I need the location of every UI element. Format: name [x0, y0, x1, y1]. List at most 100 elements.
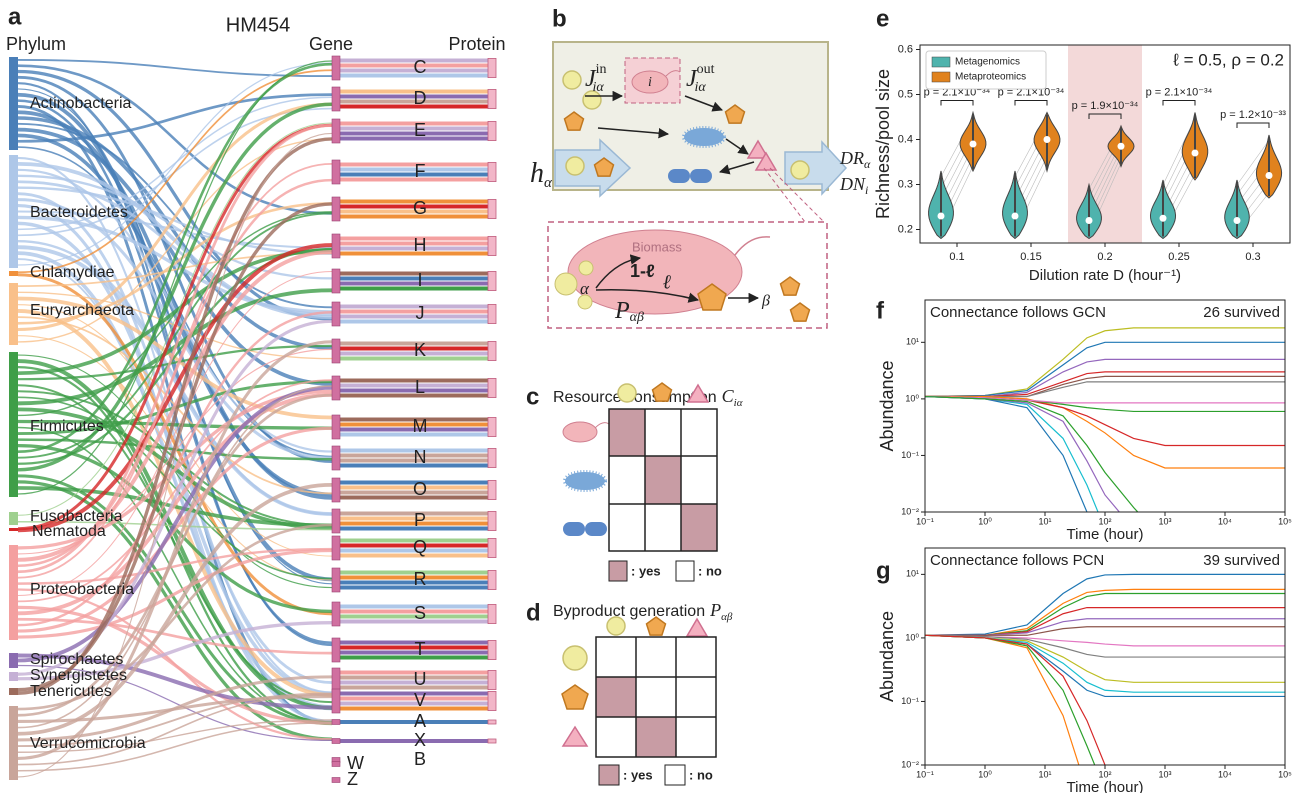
x-axis-label: Time (hour) [1067, 779, 1144, 793]
microbe-icon [684, 128, 724, 146]
protein-bar [488, 670, 496, 689]
x-tick-label: 0.1 [949, 251, 964, 263]
matrix-cell-yes [636, 717, 676, 757]
protein-bar [488, 271, 496, 290]
series-line [925, 342, 1285, 396]
series-line [925, 328, 1285, 397]
biomass-fraction: 1-ℓ [630, 261, 655, 281]
panel-label: a [8, 3, 22, 30]
resource-icon [791, 161, 809, 179]
resource-icon [566, 157, 584, 175]
resource-icon [563, 646, 587, 670]
legend-swatch [932, 72, 950, 82]
gene-bar [332, 197, 340, 221]
symbol: DR [839, 148, 864, 168]
y-tick-label: 0.6 [898, 43, 913, 55]
resource-label: α [580, 279, 590, 298]
y-tick-label: 0.5 [898, 88, 913, 100]
figure: aHM454PhylumGeneProteinCDEFGHIJKLMNOPQRS… [0, 0, 1293, 793]
panel-label: d [526, 599, 541, 626]
gene-label: T [415, 639, 426, 659]
gene-label: R [414, 569, 427, 589]
legend-label: : no [698, 563, 722, 578]
y-tick-label: 10⁻¹ [901, 696, 919, 706]
x-tick-label: 10⁴ [1218, 516, 1232, 526]
median-dot [1086, 217, 1093, 224]
phylum-bar [9, 512, 18, 525]
gene-bar [332, 568, 340, 592]
phylum-label: Firmicutes [30, 418, 104, 435]
symbol: P [709, 600, 721, 620]
phylum-bar [9, 688, 18, 695]
median-dot [1012, 213, 1019, 220]
flow [18, 60, 332, 76]
subscript: i [865, 183, 868, 197]
column-label: Gene [309, 34, 353, 54]
gene-bar [332, 638, 340, 662]
biomass-label: Biomass [632, 239, 682, 254]
panel-label: b [552, 5, 567, 32]
protein-bar [488, 538, 496, 557]
dilution-species-label: DNi [839, 174, 868, 197]
panel-label: f [876, 297, 885, 324]
y-tick-label: 10⁻² [901, 506, 919, 516]
subscript: αβ [721, 611, 733, 623]
title: HM454 [226, 14, 290, 36]
x-tick-label: 10³ [1158, 516, 1171, 526]
series-line [925, 382, 1285, 397]
symbol: h [530, 158, 544, 189]
gene-bar [332, 302, 340, 326]
median-dot [1118, 143, 1125, 150]
cell-label: i [648, 75, 652, 90]
median-dot [1160, 215, 1167, 222]
resource-icon [618, 384, 636, 402]
gene-bar [332, 56, 340, 80]
species-icon [563, 522, 607, 536]
gene-label: M [413, 416, 428, 436]
x-tick-label: 0.25 [1168, 251, 1189, 263]
significance-bracket [1015, 101, 1047, 106]
dilution-resource-label: DRα [839, 148, 871, 171]
phylum-label: Euryarchaeota [30, 302, 134, 319]
phylum-label: Spirochaetes [30, 651, 123, 668]
series-line [925, 635, 1105, 790]
gene-bar [332, 509, 340, 533]
phylum-label: Verrucomicrobia [30, 735, 146, 752]
gene-bar [332, 415, 340, 439]
protein-bar [488, 304, 496, 323]
gene-bar [332, 87, 340, 111]
resource-icon [687, 619, 707, 636]
series-line [925, 635, 1087, 790]
gene-bar [332, 269, 340, 293]
gene-bar [332, 446, 340, 470]
phylum-label: Chlamydiae [30, 264, 115, 281]
protein-bar [488, 720, 496, 724]
y-tick-label: 10¹ [906, 569, 919, 579]
resource-icon [563, 71, 581, 89]
annotation: 39 survived [1203, 552, 1280, 569]
gene-bar [332, 668, 340, 692]
x-axis-label: Time (hour) [1067, 526, 1144, 543]
byproduct-label: β [761, 293, 770, 310]
resource-icon [607, 617, 625, 635]
x-tick-label: 10³ [1158, 769, 1171, 779]
title: Byproduct generation [553, 603, 705, 620]
gene-label: J [416, 303, 425, 323]
x-tick-label: 10⁴ [1218, 769, 1232, 779]
species-icon [563, 422, 609, 442]
protein-bar [488, 739, 496, 743]
gene-label: G [413, 198, 427, 218]
gene-label: L [415, 377, 425, 397]
matrix-cell-yes [645, 456, 681, 504]
y-tick-label: 10¹ [906, 337, 919, 347]
protein-bar [488, 604, 496, 623]
x-tick-label: 10⁻¹ [916, 516, 934, 526]
phylum-label: Synergistetes [30, 667, 127, 684]
y-tick-label: 10⁻² [901, 759, 919, 769]
gene-label: D [414, 88, 427, 108]
median-dot [1044, 136, 1051, 143]
plot-frame [925, 300, 1285, 512]
y-tick-label: 10⁰ [905, 393, 919, 403]
x-tick-label: 10¹ [1038, 516, 1051, 526]
phylum-bar [9, 271, 18, 276]
